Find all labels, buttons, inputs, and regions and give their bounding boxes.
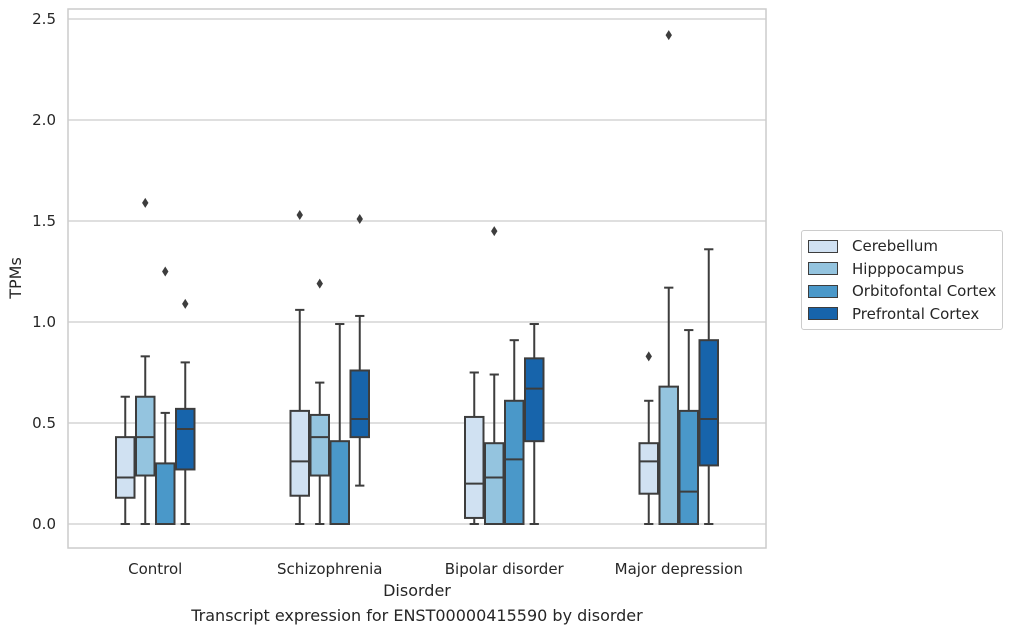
- box-iqr: [638, 442, 659, 495]
- box-orbitofontal-cortex: [329, 323, 350, 525]
- box-hipppocampus: [135, 197, 156, 525]
- x-tick-label: Major depression: [615, 560, 743, 578]
- y-tick-label: 0.0: [32, 515, 56, 533]
- box-hipppocampus: [658, 30, 679, 526]
- box-iqr: [329, 440, 350, 525]
- legend-item: Prefrontal Cortex: [802, 303, 1002, 326]
- box-iqr: [175, 407, 196, 471]
- box-orbitofontal-cortex: [678, 329, 699, 526]
- legend-label: Hipppocampus: [852, 259, 965, 278]
- outlier-marker: [645, 351, 652, 362]
- y-axis-ticks: 0.0 0.5 1.0 1.5 2.0 2.5: [32, 10, 56, 533]
- box-iqr: [289, 409, 310, 497]
- box-prefrontal-cortex: [698, 248, 719, 525]
- box-cerebellum: [115, 395, 136, 525]
- box-cerebellum: [638, 351, 659, 525]
- legend-swatch: [808, 262, 838, 276]
- box-orbitofontal-cortex: [504, 339, 525, 525]
- box-iqr: [524, 357, 545, 443]
- plot-area-frame: [67, 8, 767, 549]
- outlier-marker: [162, 266, 169, 277]
- box-iqr: [309, 413, 330, 477]
- y-tick-label: 1.0: [32, 313, 56, 331]
- y-tick-label: 2.5: [32, 10, 56, 28]
- box-iqr: [484, 442, 505, 526]
- outlier-marker: [491, 226, 498, 237]
- outlier-marker: [296, 209, 303, 220]
- box-iqr: [698, 339, 719, 467]
- box-cerebellum: [289, 209, 310, 525]
- legend-item: Hipppocampus: [802, 258, 1002, 281]
- x-axis-title: Disorder: [383, 581, 451, 600]
- legend-swatch: [808, 284, 838, 298]
- legend-label: Orbitofontal Cortex: [852, 282, 997, 301]
- legend-label: Cerebellum: [852, 237, 938, 256]
- box-cerebellum: [464, 371, 485, 525]
- box-iqr: [464, 415, 485, 519]
- box-iqr: [678, 409, 699, 526]
- legend-swatch: [808, 239, 838, 253]
- figure-caption: Transcript expression for ENST0000041559…: [191, 606, 643, 625]
- y-axis-title: TPMs: [6, 257, 25, 300]
- outlier-marker: [182, 298, 189, 309]
- y-tick-label: 2.0: [32, 111, 56, 129]
- box-prefrontal-cortex: [175, 298, 196, 525]
- x-axis-ticks: Control Schizophrenia Bipolar disorder Majo…: [128, 560, 743, 578]
- box-iqr: [349, 369, 370, 439]
- outlier-marker: [316, 278, 323, 289]
- box-hipppocampus: [484, 226, 505, 526]
- box-groups: [115, 30, 719, 526]
- legend-swatch: [808, 307, 838, 321]
- box-prefrontal-cortex: [349, 213, 370, 487]
- x-tick-label: Control: [128, 560, 182, 578]
- outlier-marker: [142, 197, 149, 208]
- outlier-marker: [356, 213, 363, 224]
- legend-item: Orbitofontal Cortex: [802, 280, 1002, 303]
- x-tick-label: Schizophrenia: [277, 560, 382, 578]
- legend: Cerebellum Hipppocampus Orbitofontal Corte…: [801, 230, 1003, 330]
- box-iqr: [658, 385, 679, 526]
- box-iqr: [155, 462, 176, 525]
- outlier-marker: [665, 30, 672, 41]
- box-orbitofontal-cortex: [155, 266, 176, 525]
- legend-label: Prefrontal Cortex: [852, 304, 980, 323]
- box-prefrontal-cortex: [524, 323, 545, 525]
- box-iqr: [115, 436, 136, 499]
- box-iqr: [135, 395, 156, 477]
- box-hipppocampus: [309, 278, 330, 525]
- y-tick-label: 0.5: [32, 414, 56, 432]
- x-tick-label: Bipolar disorder: [445, 560, 565, 578]
- box-iqr: [504, 399, 525, 525]
- legend-item: Cerebellum: [802, 235, 1002, 258]
- y-tick-label: 1.5: [32, 212, 56, 230]
